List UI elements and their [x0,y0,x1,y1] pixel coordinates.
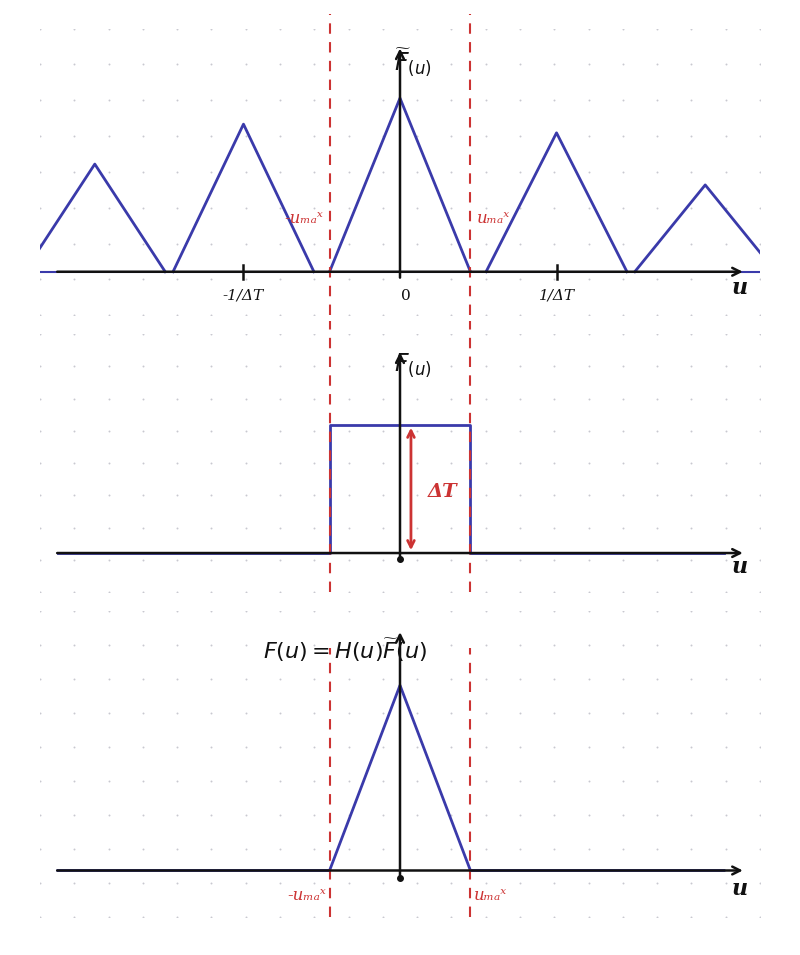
Text: uₘₐˣ: uₘₐˣ [477,210,510,227]
Text: -uₘₐˣ: -uₘₐˣ [285,210,323,227]
Text: u: u [731,878,747,900]
Text: $F(u) = H(u)\widetilde{F}(u)$: $F(u) = H(u)\widetilde{F}(u)$ [263,636,427,664]
Text: $\widetilde{F}_{(u)}$: $\widetilde{F}_{(u)}$ [394,47,431,78]
Text: -1/ΔT: -1/ΔT [223,288,264,303]
Text: 0: 0 [402,288,411,303]
Text: $F_{(u)}$: $F_{(u)}$ [394,351,431,378]
Text: u: u [731,557,747,579]
Text: ΔT: ΔT [428,482,458,500]
Text: 1/ΔT: 1/ΔT [538,288,574,303]
Text: u: u [731,277,747,299]
Text: uₘₐˣ: uₘₐˣ [474,887,506,904]
Text: -uₘₐˣ: -uₘₐˣ [288,887,326,904]
